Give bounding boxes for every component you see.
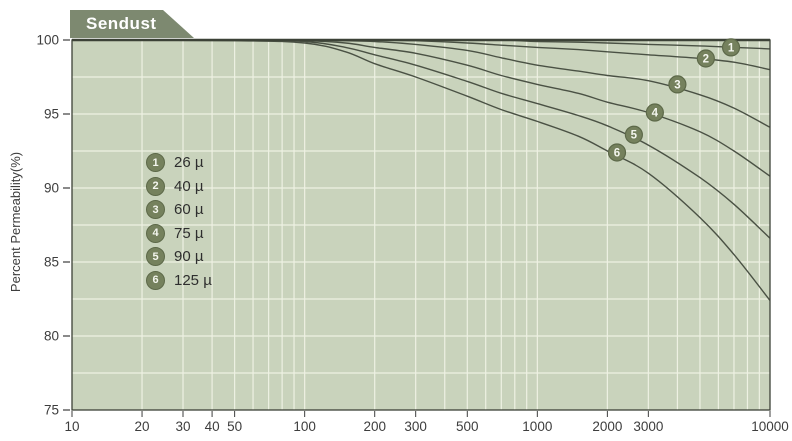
curve-marker-2 <box>696 49 715 68</box>
title-tab-label: Sendust <box>86 14 157 33</box>
y-tick-label: 90 <box>44 181 59 196</box>
legend-item-2: 2 40 µ <box>146 175 212 199</box>
legend-label-1: 26 µ <box>174 154 204 172</box>
legend-label-4: 75 µ <box>174 224 204 242</box>
curve-6 <box>71 39 771 301</box>
x-tick-label: 100 <box>293 419 316 434</box>
curve-marker-label-5: 5 <box>631 130 638 142</box>
legend-marker-1: 1 <box>146 153 165 173</box>
legend-item-3: 3 60 µ <box>146 198 212 222</box>
x-tick-label: 3000 <box>633 419 663 434</box>
y-tick-label: 95 <box>44 107 59 122</box>
legend: 1 26 µ 2 40 µ 3 60 µ 4 75 µ 5 90 µ 6 125 µ <box>146 151 212 292</box>
x-tick-label: 500 <box>456 419 479 434</box>
curve-marker-label-3: 3 <box>674 79 680 91</box>
curve-marker-4 <box>645 103 664 122</box>
curve-marker-5 <box>624 125 643 144</box>
x-tick-label: 30 <box>175 419 190 434</box>
y-tick-label: 75 <box>44 403 59 418</box>
y-tick-label: 80 <box>44 329 59 344</box>
x-tick-label: 300 <box>404 419 427 434</box>
x-tick-label: 1000 <box>522 419 552 434</box>
curve-marker-3 <box>668 75 687 94</box>
legend-label-5: 90 µ <box>174 248 204 266</box>
legend-label-6: 125 µ <box>174 271 212 289</box>
legend-marker-4: 4 <box>146 223 165 243</box>
x-tick-label: 10 <box>64 419 79 434</box>
x-tick-label: 40 <box>205 419 220 434</box>
legend-item-6: 6 125 µ <box>146 269 212 293</box>
x-tick-label: 2000 <box>592 419 622 434</box>
x-tick-label: 200 <box>363 419 386 434</box>
legend-marker-3: 3 <box>146 200 165 220</box>
y-tick-label: 85 <box>44 255 59 270</box>
legend-label-2: 40 µ <box>174 177 204 195</box>
legend-item-1: 1 26 µ <box>146 151 212 175</box>
curve-marker-1 <box>721 38 741 57</box>
curve-marker-label-1: 1 <box>728 42 735 54</box>
legend-marker-2: 2 <box>146 176 165 196</box>
legend-item-5: 5 90 µ <box>146 245 212 269</box>
curve-marker-6 <box>607 143 627 162</box>
curve-marker-label-4: 4 <box>652 108 659 120</box>
legend-item-4: 4 75 µ <box>146 222 212 246</box>
curve-marker-label-2: 2 <box>703 54 709 66</box>
x-tick-label: 50 <box>227 419 242 434</box>
title-tab: Sendust <box>70 10 194 38</box>
legend-label-3: 60 µ <box>174 201 204 219</box>
y-axis-title: Percent Permeability(%) <box>8 151 23 293</box>
x-tick-label: 10000 <box>751 419 789 434</box>
curve-marker-label-6: 6 <box>614 147 620 159</box>
y-tick-label: 100 <box>36 33 59 48</box>
legend-marker-6: 6 <box>146 270 165 290</box>
x-tick-label: 20 <box>135 419 150 434</box>
legend-marker-5: 5 <box>146 247 165 267</box>
